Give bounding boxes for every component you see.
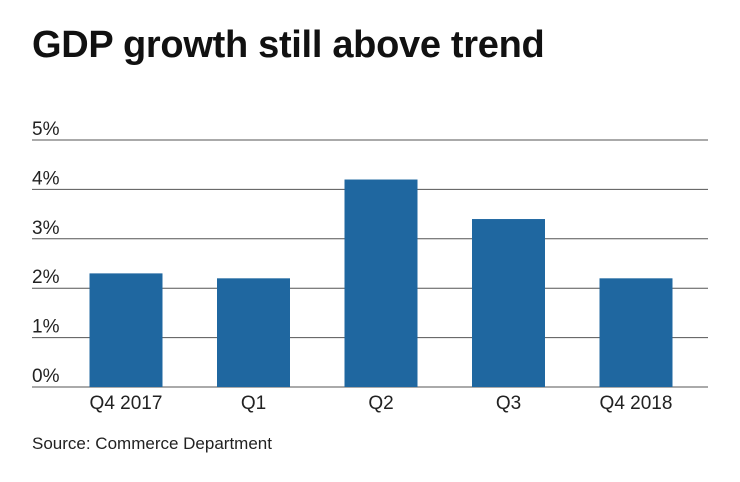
x-tick-label: Q1 (241, 393, 266, 414)
source-note: Source: Commerce Department (32, 434, 272, 453)
bar (217, 278, 290, 387)
x-axis-tick-labels: Q4 2017 Q1 Q2 Q3 Q4 2018 (90, 393, 673, 414)
y-tick-label: 3% (32, 218, 60, 239)
bars (89, 179, 673, 387)
y-tick-label: 1% (32, 317, 60, 338)
bar (89, 273, 163, 387)
y-tick-label: 0% (32, 366, 60, 387)
chart-title: GDP growth still above trend (32, 24, 545, 66)
x-tick-label: Q4 2018 (600, 393, 673, 414)
x-tick-label: Q2 (368, 393, 393, 414)
y-tick-label: 5% (32, 119, 60, 140)
bar (599, 278, 673, 387)
x-tick-label: Q3 (496, 393, 521, 414)
bar (472, 219, 545, 387)
y-tick-label: 2% (32, 267, 60, 288)
y-axis-tick-labels: 0% 1% 2% 3% 4% 5% (32, 119, 60, 387)
bar (344, 179, 418, 387)
y-tick-label: 4% (32, 168, 60, 189)
x-tick-label: Q4 2017 (90, 393, 163, 414)
